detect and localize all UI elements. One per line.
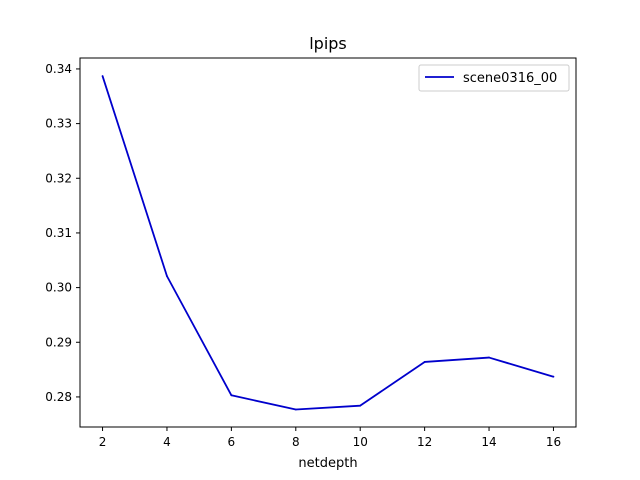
data-point xyxy=(294,408,297,411)
data-point xyxy=(101,75,104,77)
x-tick-label: 10 xyxy=(353,435,368,449)
y-tick-label: 0.32 xyxy=(45,171,72,185)
y-tick-label: 0.30 xyxy=(45,281,72,295)
data-point xyxy=(359,404,362,407)
plot-area xyxy=(79,57,577,428)
y-tick-label: 0.34 xyxy=(45,62,72,76)
x-axis-ticks: 2 4 6 8 10 12 14 16 xyxy=(99,427,561,449)
legend-label: scene0316_00 xyxy=(463,71,557,86)
x-tick-label: 12 xyxy=(417,435,432,449)
data-point xyxy=(552,375,555,378)
data-point xyxy=(230,394,233,397)
y-tick-label: 0.29 xyxy=(45,335,72,349)
data-point xyxy=(423,361,426,363)
legend: scene0316_00 xyxy=(418,64,570,92)
x-tick-label: 8 xyxy=(292,435,300,449)
x-tick-label: 16 xyxy=(546,435,561,449)
y-tick-label: 0.31 xyxy=(45,226,72,240)
data-point xyxy=(166,275,168,278)
x-tick-label: 6 xyxy=(228,435,236,449)
chart-title: lpips xyxy=(309,34,347,53)
series-line xyxy=(101,75,554,411)
legend-box xyxy=(418,64,570,92)
y-tick-label: 0.28 xyxy=(45,390,72,404)
series-layer xyxy=(101,75,555,411)
data-point xyxy=(488,356,490,359)
y-axis-ticks: 0.28 0.29 0.30 0.31 0.32 0.33 0.34 xyxy=(45,62,80,404)
x-tick-label: 14 xyxy=(481,435,496,449)
x-tick-label: 4 xyxy=(163,435,171,449)
x-axis-label: netdepth xyxy=(298,456,357,471)
x-tick-label: 2 xyxy=(99,435,107,449)
y-tick-label: 0.33 xyxy=(45,117,72,131)
